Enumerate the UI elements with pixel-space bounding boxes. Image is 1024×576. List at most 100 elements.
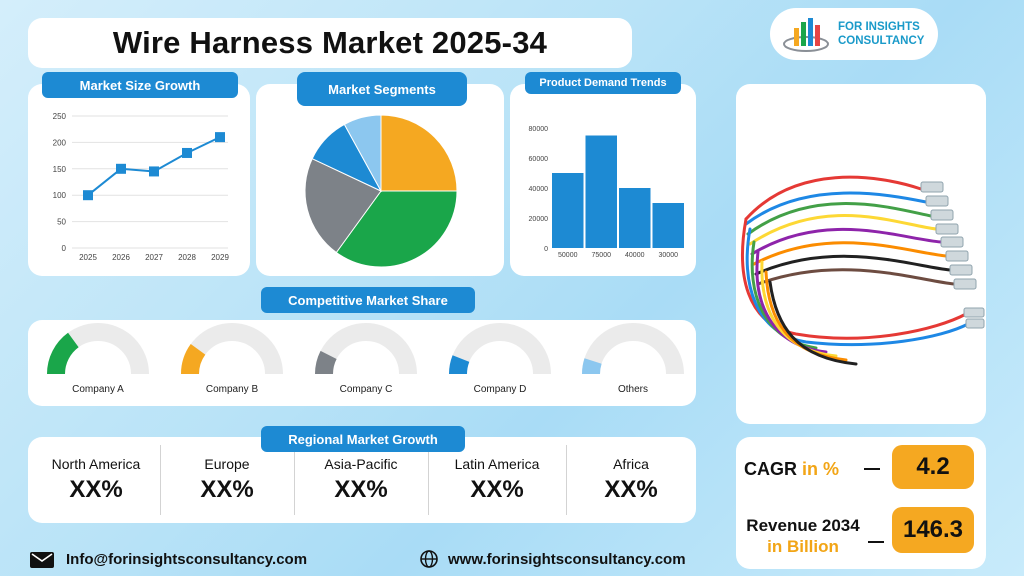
- revenue-dash: [868, 541, 884, 543]
- x-tick-label: 2026: [112, 253, 130, 262]
- data-point: [149, 166, 159, 177]
- gauge-label-2: Company C: [339, 384, 393, 395]
- x-tick-label: 40000: [625, 252, 645, 259]
- mail-icon: [30, 551, 54, 568]
- gauge-fill: [181, 344, 206, 375]
- y-tick-label: 0: [62, 244, 67, 253]
- market-size-card: 250 200 150 100 50 0 2025 2026 2027 2028 2029: [28, 84, 250, 276]
- logo-icon: [783, 18, 829, 52]
- gauge-track: [449, 323, 551, 375]
- cagr-value: 4.2: [892, 445, 974, 489]
- y-tick-label: 150: [53, 165, 67, 174]
- gauge-fill: [582, 358, 602, 375]
- x-tick-label: 2027: [145, 253, 163, 262]
- globe-icon: [420, 550, 438, 568]
- product-image-card: [736, 84, 986, 424]
- region-value: XX%: [69, 476, 123, 503]
- y-tick-label: 100: [53, 191, 67, 200]
- cagr-unit: in %: [802, 459, 840, 479]
- demand-chart: 80000 60000 40000 20000 0 50000 75000 40000 3000…: [529, 126, 684, 259]
- page-title: Wire Harness Market 2025-34: [112, 25, 548, 60]
- region-value: XX%: [604, 476, 658, 503]
- gauge-fill: [47, 332, 79, 375]
- x-tick-label: 2028: [178, 253, 196, 262]
- y-tick-label: 50: [57, 218, 66, 227]
- stats-card: CAGR in % 4.2 Revenue 2034 in Billion 14…: [736, 437, 986, 569]
- revenue-unit: in Billion: [767, 537, 839, 556]
- wire-harness-image: [741, 175, 985, 366]
- region-asia-pacific: Asia-Pacific XX%: [294, 437, 428, 523]
- gauge-fill: [449, 355, 470, 375]
- y-tick-label: 0: [544, 246, 548, 253]
- gauge-fill: [315, 350, 337, 375]
- market-segments-card: [256, 84, 504, 276]
- gauge-label-1: Company B: [205, 384, 259, 395]
- gauge-track: [315, 323, 417, 375]
- gauge-track: [582, 323, 684, 375]
- x-tick-label: 2029: [211, 253, 229, 262]
- data-point: [83, 190, 93, 201]
- divider: [566, 445, 567, 515]
- revenue-label: Revenue 2034: [746, 516, 860, 535]
- data-point: [182, 147, 192, 158]
- region-name: Asia-Pacific: [324, 456, 398, 472]
- series-line: [87, 136, 221, 196]
- demand-label: Product Demand Trends: [525, 72, 681, 94]
- pie-slice: [335, 190, 458, 268]
- market-size-label: Market Size Growth: [42, 72, 238, 98]
- x-tick-label: 75000: [592, 252, 612, 259]
- region-north-america: North America XX%: [28, 437, 164, 523]
- competitive-gauges: [47, 323, 684, 375]
- logo: FOR INSIGHTS CONSULTANCY: [770, 8, 938, 60]
- revenue-label-block: Revenue 2034 in Billion: [742, 515, 864, 557]
- data-point: [215, 132, 225, 143]
- region-value: XX%: [470, 476, 524, 503]
- divider: [428, 445, 429, 515]
- email-text: Info@forinsightsconsultancy.com: [66, 551, 308, 568]
- pie-slice: [380, 114, 458, 192]
- region-africa: Africa XX%: [566, 437, 696, 523]
- x-tick-label: 50000: [558, 252, 578, 259]
- region-latin-america: Latin America XX%: [428, 437, 566, 523]
- y-tick-label: 40000: [529, 186, 549, 193]
- website-text: www.forinsightsconsultancy.com: [448, 550, 686, 568]
- divider: [160, 445, 161, 515]
- region-name: North America: [51, 456, 141, 472]
- gauge-label-0: Company A: [72, 384, 124, 395]
- footer-website[interactable]: www.forinsightsconsultancy.com: [420, 550, 686, 568]
- cagr-dash: [864, 468, 880, 470]
- logo-line1: FOR INSIGHTS: [838, 21, 920, 33]
- bar: [585, 135, 617, 248]
- cagr-label-row: CAGR in %: [744, 459, 839, 480]
- y-tick-label: 60000: [529, 156, 549, 163]
- market-segments-label: Market Segments: [297, 72, 467, 106]
- gauge-label-3: Company D: [473, 384, 527, 395]
- region-europe: Europe XX%: [160, 437, 294, 523]
- bar: [552, 173, 584, 248]
- bar: [652, 203, 684, 248]
- market-size-chart: 250 200 150 100 50 0 2025 2026 2027 2028 2029: [53, 112, 230, 262]
- divider: [294, 445, 295, 515]
- x-tick-label: 2025: [79, 253, 97, 262]
- pie-slice: [343, 114, 382, 192]
- revenue-value: 146.3: [892, 507, 974, 553]
- title-card: Wire Harness Market 2025-34: [28, 18, 632, 68]
- region-value: XX%: [334, 476, 388, 503]
- x-tick-label: 30000: [659, 252, 679, 259]
- y-tick-label: 20000: [529, 216, 549, 223]
- region-value: XX%: [200, 476, 254, 503]
- competitive-label: Competitive Market Share: [261, 287, 475, 313]
- competitive-card: Company A Company B Company C Company D …: [28, 320, 696, 406]
- market-segments-chart: [304, 114, 458, 268]
- demand-card: 80000 60000 40000 20000 0 50000 75000 40000 3000…: [510, 84, 696, 276]
- region-name: Latin America: [454, 456, 540, 472]
- footer-email[interactable]: Info@forinsightsconsultancy.com: [30, 551, 307, 568]
- regional-label: Regional Market Growth: [261, 426, 465, 452]
- region-name: Europe: [204, 456, 250, 472]
- y-tick-label: 200: [53, 138, 67, 147]
- logo-line2: CONSULTANCY: [838, 35, 925, 47]
- y-tick-label: 80000: [529, 126, 549, 133]
- region-name: Africa: [613, 456, 649, 472]
- gauge-label-4: Others: [617, 384, 648, 395]
- y-tick-label: 250: [53, 112, 67, 121]
